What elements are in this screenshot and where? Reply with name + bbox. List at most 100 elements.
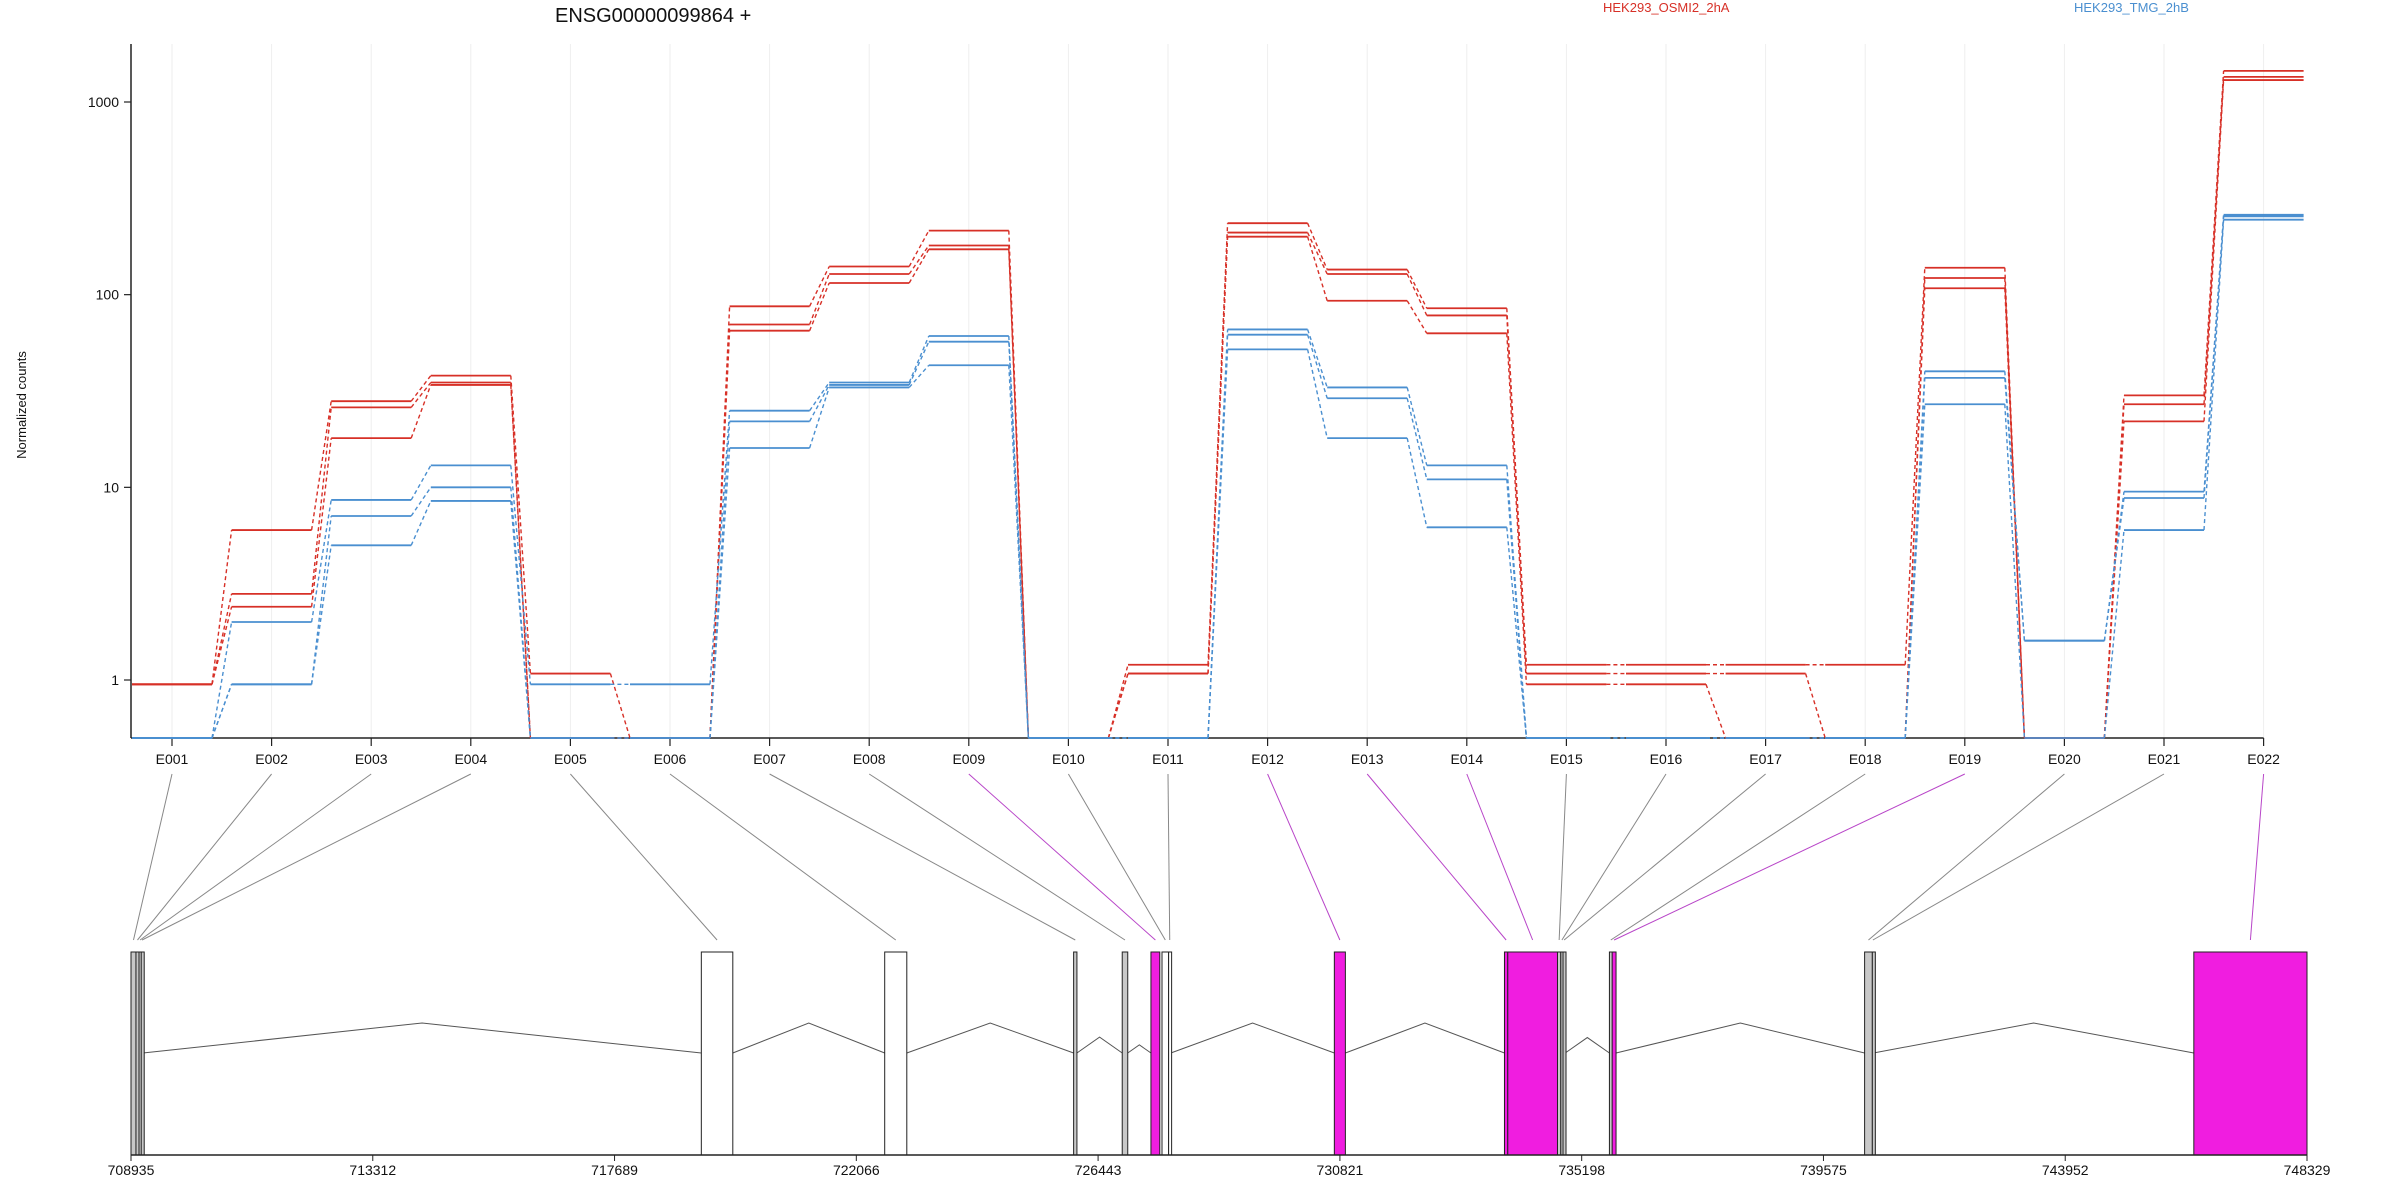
legend-red: HEK293_OSMI2_2hA (1603, 0, 1730, 15)
exon-box (130, 951, 137, 1156)
exon-box (1562, 951, 1567, 1156)
exon-connector (769, 773, 1076, 941)
y-tick-label: 1 (111, 672, 119, 688)
x-tick-label: E002 (255, 751, 288, 767)
series-transition (211, 529, 233, 685)
exon-connector (2249, 773, 2265, 941)
exon-connector (139, 773, 372, 941)
x-tick-label: E022 (2247, 751, 2280, 767)
x-tick-label: E018 (1849, 751, 1882, 767)
x-tick-label: E020 (2048, 751, 2081, 767)
exon-connector (1563, 773, 1766, 941)
x-tick-label: E010 (1052, 751, 1085, 767)
series-transition (2004, 404, 2026, 739)
chart-title: ENSG00000099864 + (555, 5, 751, 27)
series-transition (1207, 236, 1229, 674)
series-transition (1506, 527, 1528, 739)
series-transition (1506, 315, 1528, 674)
series-transition (1306, 232, 1328, 275)
x-tick-label: E004 (454, 751, 487, 767)
y-axis-label: Normalized counts (14, 351, 29, 459)
series-transition (1008, 341, 1030, 739)
x-tick-label: E019 (1948, 751, 1981, 767)
series-transition (1406, 387, 1428, 466)
series-transition (1406, 398, 1428, 480)
x-tick-label: E012 (1251, 751, 1284, 767)
series-transition (709, 421, 731, 739)
exon-box (2193, 951, 2308, 1156)
series-transition (2103, 421, 2125, 739)
series-transition (1107, 664, 1129, 739)
exon-connector (132, 773, 173, 941)
x-tick-label: E001 (156, 751, 189, 767)
intron-line (1615, 1022, 1865, 1054)
x-tick-label: E016 (1650, 751, 1683, 767)
series-transition (211, 684, 233, 739)
exon-connector (669, 773, 897, 941)
series-transition (1406, 438, 1428, 528)
series-transition (1306, 349, 1328, 439)
intron-line (1564, 1036, 1610, 1054)
series-transition (510, 465, 532, 685)
intron-line (1076, 1036, 1123, 1054)
series-transition (211, 621, 233, 739)
series-transition (1406, 273, 1428, 316)
genome-tick-label: 735198 (1558, 1162, 1605, 1178)
exon-connector (1366, 773, 1507, 941)
x-tick-label: E005 (554, 751, 587, 767)
exon-connector (968, 773, 1156, 941)
series-transition (2203, 80, 2225, 422)
series-transition (709, 447, 731, 739)
series-transition (1008, 365, 1030, 739)
series-transition (2203, 216, 2225, 499)
series-transition (1008, 245, 1030, 739)
series-transition (808, 387, 830, 449)
y-tick-label: 1000 (88, 94, 119, 110)
x-tick-label: E008 (853, 751, 886, 767)
exon-connector (1561, 773, 1667, 941)
series-transition (709, 410, 731, 685)
series-transition (410, 384, 432, 439)
genome-tick-label: 717689 (591, 1162, 638, 1178)
x-tick-label: E021 (2148, 751, 2181, 767)
series-transition (510, 384, 532, 739)
genome-tick-label: 708935 (108, 1162, 155, 1178)
exon-box (884, 951, 908, 1156)
grid (171, 44, 2265, 738)
series-transition (1008, 249, 1030, 739)
exon-connector (1167, 773, 1171, 941)
exon-box (1150, 951, 1161, 1156)
series-transition (1506, 479, 1528, 739)
series-transition (908, 335, 930, 383)
x-tick-label: E011 (1152, 751, 1184, 767)
series-lines (132, 70, 2304, 739)
intron-line (1170, 1022, 1335, 1054)
genome-tick-label: 739575 (1800, 1162, 1847, 1178)
series-transition (1207, 223, 1229, 665)
series-transition (1107, 673, 1129, 739)
genome-tick-label: 726443 (1075, 1162, 1122, 1178)
x-tick-label: E013 (1351, 751, 1384, 767)
series-transition (410, 500, 432, 546)
exon-box (1333, 951, 1346, 1156)
series-transition (808, 266, 830, 307)
series-transition (310, 438, 332, 607)
axes: 1 10 100 1000 E001 E002 E003 E004 E005 E006 E007 E0… (88, 44, 2280, 767)
gene-model (130, 951, 2308, 1156)
series-transition (1904, 377, 1926, 739)
intron-line (142, 1022, 702, 1054)
series-transition (510, 500, 532, 739)
exon-box (700, 951, 734, 1156)
y-tick-label: 100 (96, 287, 120, 303)
series-transition (211, 606, 233, 685)
exon-connector (1267, 773, 1341, 941)
series-transition (1506, 333, 1528, 685)
series-transition (1406, 269, 1428, 309)
exon-connector (1466, 773, 1534, 941)
series-transition (2203, 219, 2225, 531)
exon-connector (137, 773, 272, 941)
series-transition (410, 486, 432, 517)
series-transition (310, 545, 332, 685)
genome-tick-label: 722066 (833, 1162, 880, 1178)
